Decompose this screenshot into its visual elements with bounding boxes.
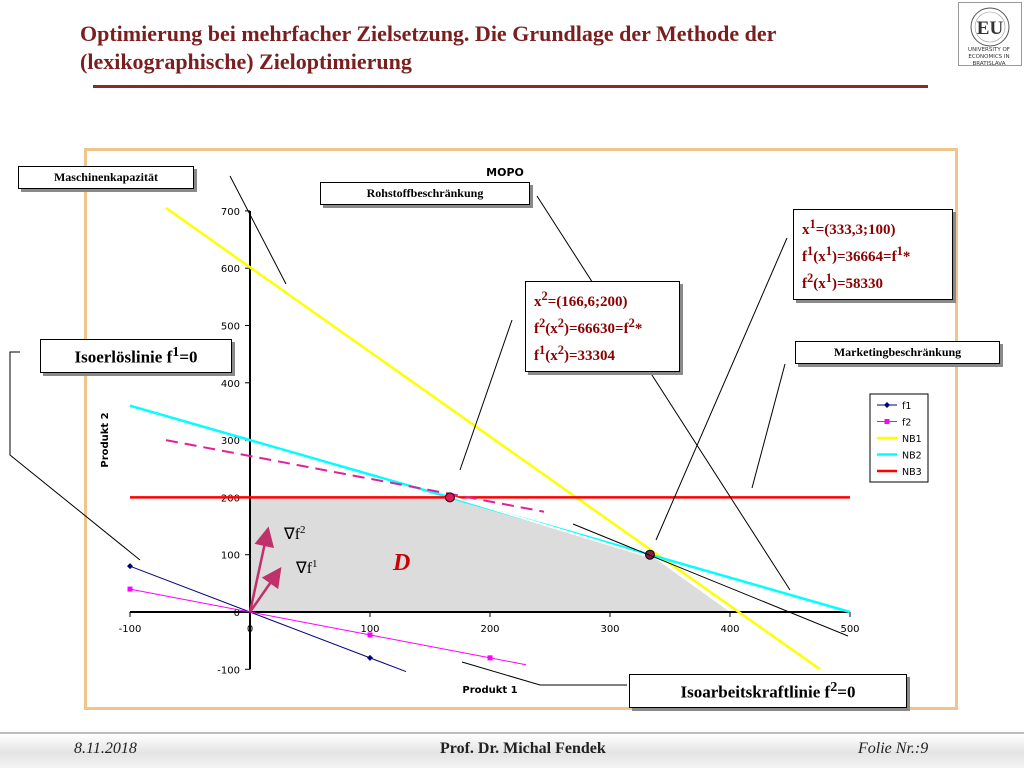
label-maschinenkapazitaet: Maschinenkapazität [18, 166, 194, 189]
y-tick-label: 700 [221, 207, 240, 218]
label-isoerloeslinie: Isoerlöslinie f1=0 [40, 339, 232, 373]
region-label-d: D [392, 550, 410, 576]
callout-leader [536, 195, 791, 591]
y-tick-label: 0 [234, 608, 240, 619]
info-x2: x2=(166,6;200) f2(x2)=66630=f2* f1(x2)=3… [525, 281, 680, 372]
marker-f2 [127, 586, 133, 592]
footer-band [0, 734, 1024, 768]
y-tick-label: 400 [221, 379, 240, 390]
info-x1-line2: f1(x1)=36664=f1* [802, 244, 911, 265]
marker-f1 [127, 563, 133, 570]
slide-title: Optimierung bei mehrfacher Zielsetzung. … [80, 21, 776, 74]
y-axis-label: Produkt 2 [100, 412, 111, 467]
title-underline [93, 85, 928, 88]
series-f2 [129, 588, 527, 666]
gradient-label-f2: ∇f2 [283, 524, 306, 543]
optimal-point-x2 [444, 492, 455, 503]
legend-label-f1: f1 [902, 401, 911, 412]
label-rohstoffbeschraenkung: Rohstoffbeschränkung [320, 182, 530, 205]
optimal-point-x1 [644, 549, 655, 560]
callout-leader [459, 319, 513, 471]
x-axis-label: Produkt 1 [462, 685, 517, 696]
legend-label-nb3: NB3 [902, 467, 922, 478]
gradient-arrow-f2 [248, 526, 275, 613]
footer-page: Folie Nr.:9 [858, 740, 929, 757]
region-edge-highlight [453, 496, 653, 559]
y-tick-label: 500 [221, 322, 240, 333]
logo-letters: EU [977, 18, 1004, 39]
logo-emblem: EU [970, 7, 1010, 47]
legend-marker-f2 [884, 419, 890, 424]
x-tick-label: -100 [119, 624, 142, 635]
callout-leader [655, 237, 788, 541]
info-x2-line1: x2=(166,6;200) [534, 289, 628, 310]
info-x1-line3: f2(x1)=58330 [802, 271, 884, 292]
x-tick-label: 0 [247, 624, 253, 635]
footer-rule [0, 732, 1024, 734]
gradient-label-f1: ∇f1 [295, 558, 318, 577]
x-tick-label: 300 [600, 624, 619, 635]
marker-f1 [367, 654, 373, 661]
x-tick-label: 400 [720, 624, 739, 635]
feasible-region [250, 497, 730, 612]
y-tick-label: 600 [221, 264, 240, 275]
y-tick-label: 100 [221, 551, 240, 562]
marker-f2 [487, 655, 493, 661]
series-f1 [129, 565, 407, 673]
callout-leader [229, 175, 287, 285]
legend-marker-f1 [884, 402, 890, 408]
legend-label-nb1: NB1 [902, 434, 922, 445]
callout-leader [572, 523, 849, 637]
footer-author: Prof. Dr. Michal Fendek [440, 740, 606, 757]
y-tick-label: -100 [217, 665, 240, 676]
legend-label-nb2: NB2 [902, 451, 922, 462]
callout-leader [461, 661, 627, 686]
callout-leader [751, 363, 786, 489]
info-x1: x1=(333,3;100) f1(x1)=36664=f1* f2(x1)=5… [793, 209, 953, 300]
info-x2-line2: f2(x2)=66630=f2* [534, 316, 643, 337]
isoline-f2-dashed [165, 439, 545, 513]
marker-f2 [367, 632, 373, 638]
info-x1-line1: x1=(333,3;100) [802, 217, 896, 238]
x-tick-label: 100 [360, 624, 379, 635]
label-marketingbeschraenkung: Marketingbeschränkung [795, 341, 1000, 364]
y-tick-label: 200 [221, 493, 240, 504]
series-nb1 [165, 207, 821, 671]
y-tick-label: 300 [221, 436, 240, 447]
x-tick-label: 500 [840, 624, 859, 635]
logo-caption: UNIVERSITY OF ECONOMICS IN BRATISLAVA [968, 47, 1010, 67]
chart-title: MOPO [486, 166, 524, 179]
x-tick-label: 200 [480, 624, 499, 635]
footer-date: 8.11.2018 [74, 740, 137, 757]
gradient-arrow-f1 [248, 566, 282, 613]
legend-label-f2: f2 [902, 418, 911, 429]
info-x2-line3: f1(x2)=33304 [534, 343, 616, 364]
label-isoarbeitskraftlinie: Isoarbeitskraftlinie f2=0 [629, 674, 907, 708]
callout-leader [9, 351, 141, 561]
university-logo: EU [958, 2, 1022, 66]
